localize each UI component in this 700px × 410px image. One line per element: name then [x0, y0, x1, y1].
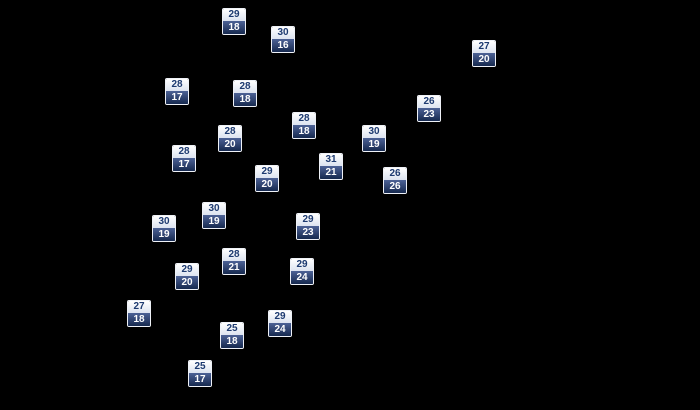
high-temp: 27 — [473, 41, 495, 53]
high-temp: 29 — [176, 264, 198, 276]
high-temp: 29 — [297, 214, 319, 226]
temp-marker[interactable]: 29 18 — [222, 8, 246, 35]
high-temp: 26 — [418, 96, 440, 108]
high-temp: 25 — [221, 323, 243, 335]
high-temp: 29 — [256, 166, 278, 178]
low-temp: 19 — [203, 215, 225, 228]
high-temp: 27 — [128, 301, 150, 313]
low-temp: 19 — [153, 228, 175, 241]
temp-marker[interactable]: 28 17 — [165, 78, 189, 105]
high-temp: 30 — [153, 216, 175, 228]
high-temp: 26 — [384, 168, 406, 180]
high-temp: 31 — [320, 154, 342, 166]
high-temp: 29 — [291, 259, 313, 271]
temp-marker[interactable]: 30 19 — [362, 125, 386, 152]
temp-marker[interactable]: 28 20 — [218, 125, 242, 152]
temp-marker[interactable]: 27 18 — [127, 300, 151, 327]
low-temp: 23 — [297, 226, 319, 239]
temp-marker[interactable]: 30 19 — [152, 215, 176, 242]
high-temp: 25 — [189, 361, 211, 373]
temp-marker[interactable]: 29 24 — [290, 258, 314, 285]
high-temp: 28 — [293, 113, 315, 125]
high-temp: 30 — [363, 126, 385, 138]
low-temp: 24 — [269, 323, 291, 336]
temp-marker[interactable]: 30 16 — [271, 26, 295, 53]
temp-marker[interactable]: 30 19 — [202, 202, 226, 229]
low-temp: 17 — [189, 373, 211, 386]
low-temp: 16 — [272, 39, 294, 52]
low-temp: 26 — [384, 180, 406, 193]
temp-marker[interactable]: 26 26 — [383, 167, 407, 194]
high-temp: 28 — [166, 79, 188, 91]
low-temp: 18 — [223, 21, 245, 34]
temp-marker[interactable]: 29 24 — [268, 310, 292, 337]
temp-marker[interactable]: 29 23 — [296, 213, 320, 240]
low-temp: 23 — [418, 108, 440, 121]
low-temp: 24 — [291, 271, 313, 284]
low-temp: 18 — [293, 125, 315, 138]
low-temp: 18 — [221, 335, 243, 348]
temp-marker[interactable]: 25 18 — [220, 322, 244, 349]
high-temp: 30 — [203, 203, 225, 215]
low-temp: 18 — [234, 93, 256, 106]
temp-marker[interactable]: 28 17 — [172, 145, 196, 172]
low-temp: 17 — [173, 158, 195, 171]
high-temp: 28 — [219, 126, 241, 138]
high-temp: 28 — [223, 249, 245, 261]
low-temp: 20 — [219, 138, 241, 151]
temp-marker[interactable]: 28 18 — [292, 112, 316, 139]
temp-marker[interactable]: 28 18 — [233, 80, 257, 107]
low-temp: 18 — [128, 313, 150, 326]
temp-marker[interactable]: 29 20 — [175, 263, 199, 290]
high-temp: 30 — [272, 27, 294, 39]
low-temp: 20 — [256, 178, 278, 191]
high-temp: 28 — [173, 146, 195, 158]
temp-marker[interactable]: 29 20 — [255, 165, 279, 192]
low-temp: 19 — [363, 138, 385, 151]
high-temp: 28 — [234, 81, 256, 93]
low-temp: 17 — [166, 91, 188, 104]
temp-marker[interactable]: 31 21 — [319, 153, 343, 180]
temp-marker[interactable]: 26 23 — [417, 95, 441, 122]
temp-marker[interactable]: 28 21 — [222, 248, 246, 275]
temp-marker[interactable]: 25 17 — [188, 360, 212, 387]
low-temp: 20 — [176, 276, 198, 289]
temp-marker[interactable]: 27 20 — [472, 40, 496, 67]
high-temp: 29 — [269, 311, 291, 323]
low-temp: 21 — [223, 261, 245, 274]
high-temp: 29 — [223, 9, 245, 21]
low-temp: 21 — [320, 166, 342, 179]
low-temp: 20 — [473, 53, 495, 66]
